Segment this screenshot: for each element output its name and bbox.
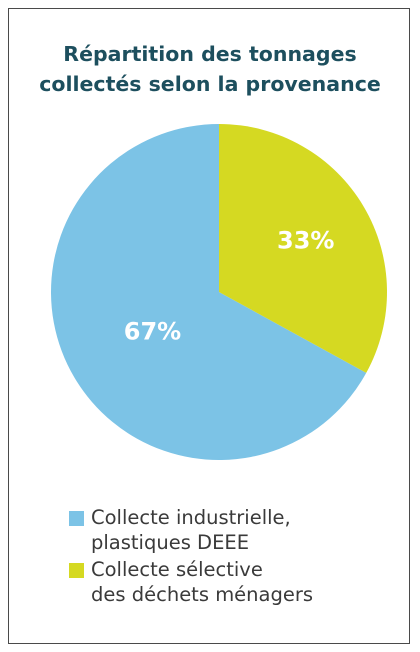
legend-swatch-blue xyxy=(69,511,84,526)
legend-label-line: Collecte sélective xyxy=(91,558,263,581)
chart-legend: Collecte industrielle, plastiques DEEE C… xyxy=(69,505,313,609)
pie-chart: 33% 67% xyxy=(51,124,388,460)
legend-label-line: des déchets ménagers xyxy=(91,583,314,606)
legend-swatch-yellow xyxy=(69,563,84,578)
pie-slice-collecte-industrielle xyxy=(51,124,367,460)
legend-item-collecte-selective: Collecte sélective des déchets ménagers xyxy=(69,557,313,607)
legend-label-line: plastiques DEEE xyxy=(91,531,250,554)
legend-item-collecte-industrielle: Collecte industrielle, plastiques DEEE xyxy=(69,505,313,555)
pie-label-67: 67% xyxy=(124,317,181,345)
chart-title: Répartition des tonnages collectés selon… xyxy=(9,39,411,99)
chart-frame: Répartition des tonnages collectés selon… xyxy=(8,8,410,644)
chart-title-line-2: collectés selon la provenance xyxy=(39,72,381,96)
pie-slice-collecte-selective xyxy=(219,124,388,373)
chart-title-line-1: Répartition des tonnages xyxy=(63,42,357,66)
pie-label-33: 33% xyxy=(277,227,334,255)
legend-label-line: Collecte industrielle, xyxy=(91,506,291,529)
